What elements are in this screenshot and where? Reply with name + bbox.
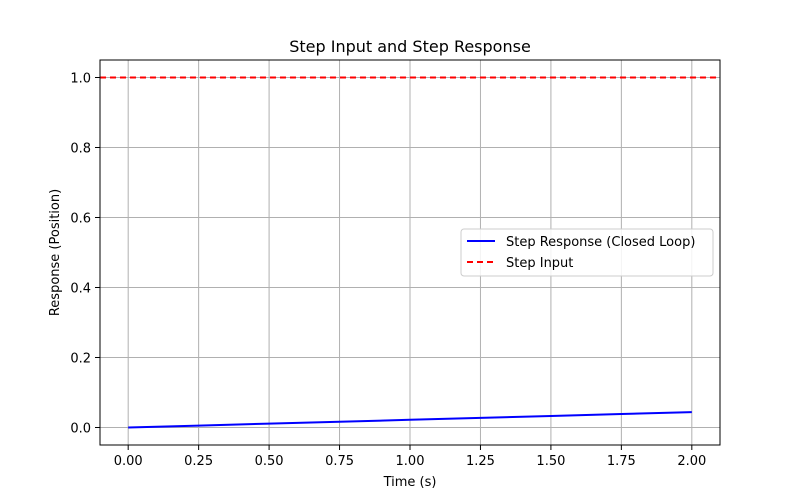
x-tick-label: 0.25: [184, 454, 213, 469]
y-tick-label: 0.6: [70, 212, 91, 227]
x-tick-label: 1.25: [466, 454, 495, 469]
chart-title: Step Input and Step Response: [289, 37, 531, 56]
x-tick-label: 2.00: [677, 454, 706, 469]
series-layer: [100, 76, 720, 429]
step-response-line: [128, 411, 692, 429]
legend-label-step-input: Step Input: [506, 256, 573, 271]
legend: Step Response (Closed Loop) Step Input: [460, 228, 714, 277]
y-tick-label: 0.4: [70, 282, 91, 297]
x-tick-label: 1.75: [607, 454, 636, 469]
y-tick-label: 1.0: [70, 72, 91, 87]
x-axis-ticks: 0.00 0.25 0.50 0.75 1.00 1.25 1.50 1.75 2.00: [114, 445, 706, 469]
y-axis-ticks: 0.0 0.2 0.4 0.6 0.8 1.0: [70, 72, 100, 437]
y-tick-label: 0.8: [70, 142, 91, 157]
x-tick-label: 1.00: [396, 454, 425, 469]
x-axis-label: Time (s): [383, 475, 437, 490]
y-tick-label: 0.2: [70, 352, 91, 367]
x-tick-label: 0.50: [255, 454, 284, 469]
y-tick-label: 0.0: [70, 422, 91, 437]
x-tick-label: 1.50: [536, 454, 565, 469]
x-tick-label: 0.00: [114, 454, 143, 469]
y-axis-label: Response (Position): [48, 189, 63, 316]
legend-box: [460, 228, 714, 277]
legend-label-step-response: Step Response (Closed Loop): [506, 235, 695, 250]
x-tick-label: 0.75: [325, 454, 354, 469]
